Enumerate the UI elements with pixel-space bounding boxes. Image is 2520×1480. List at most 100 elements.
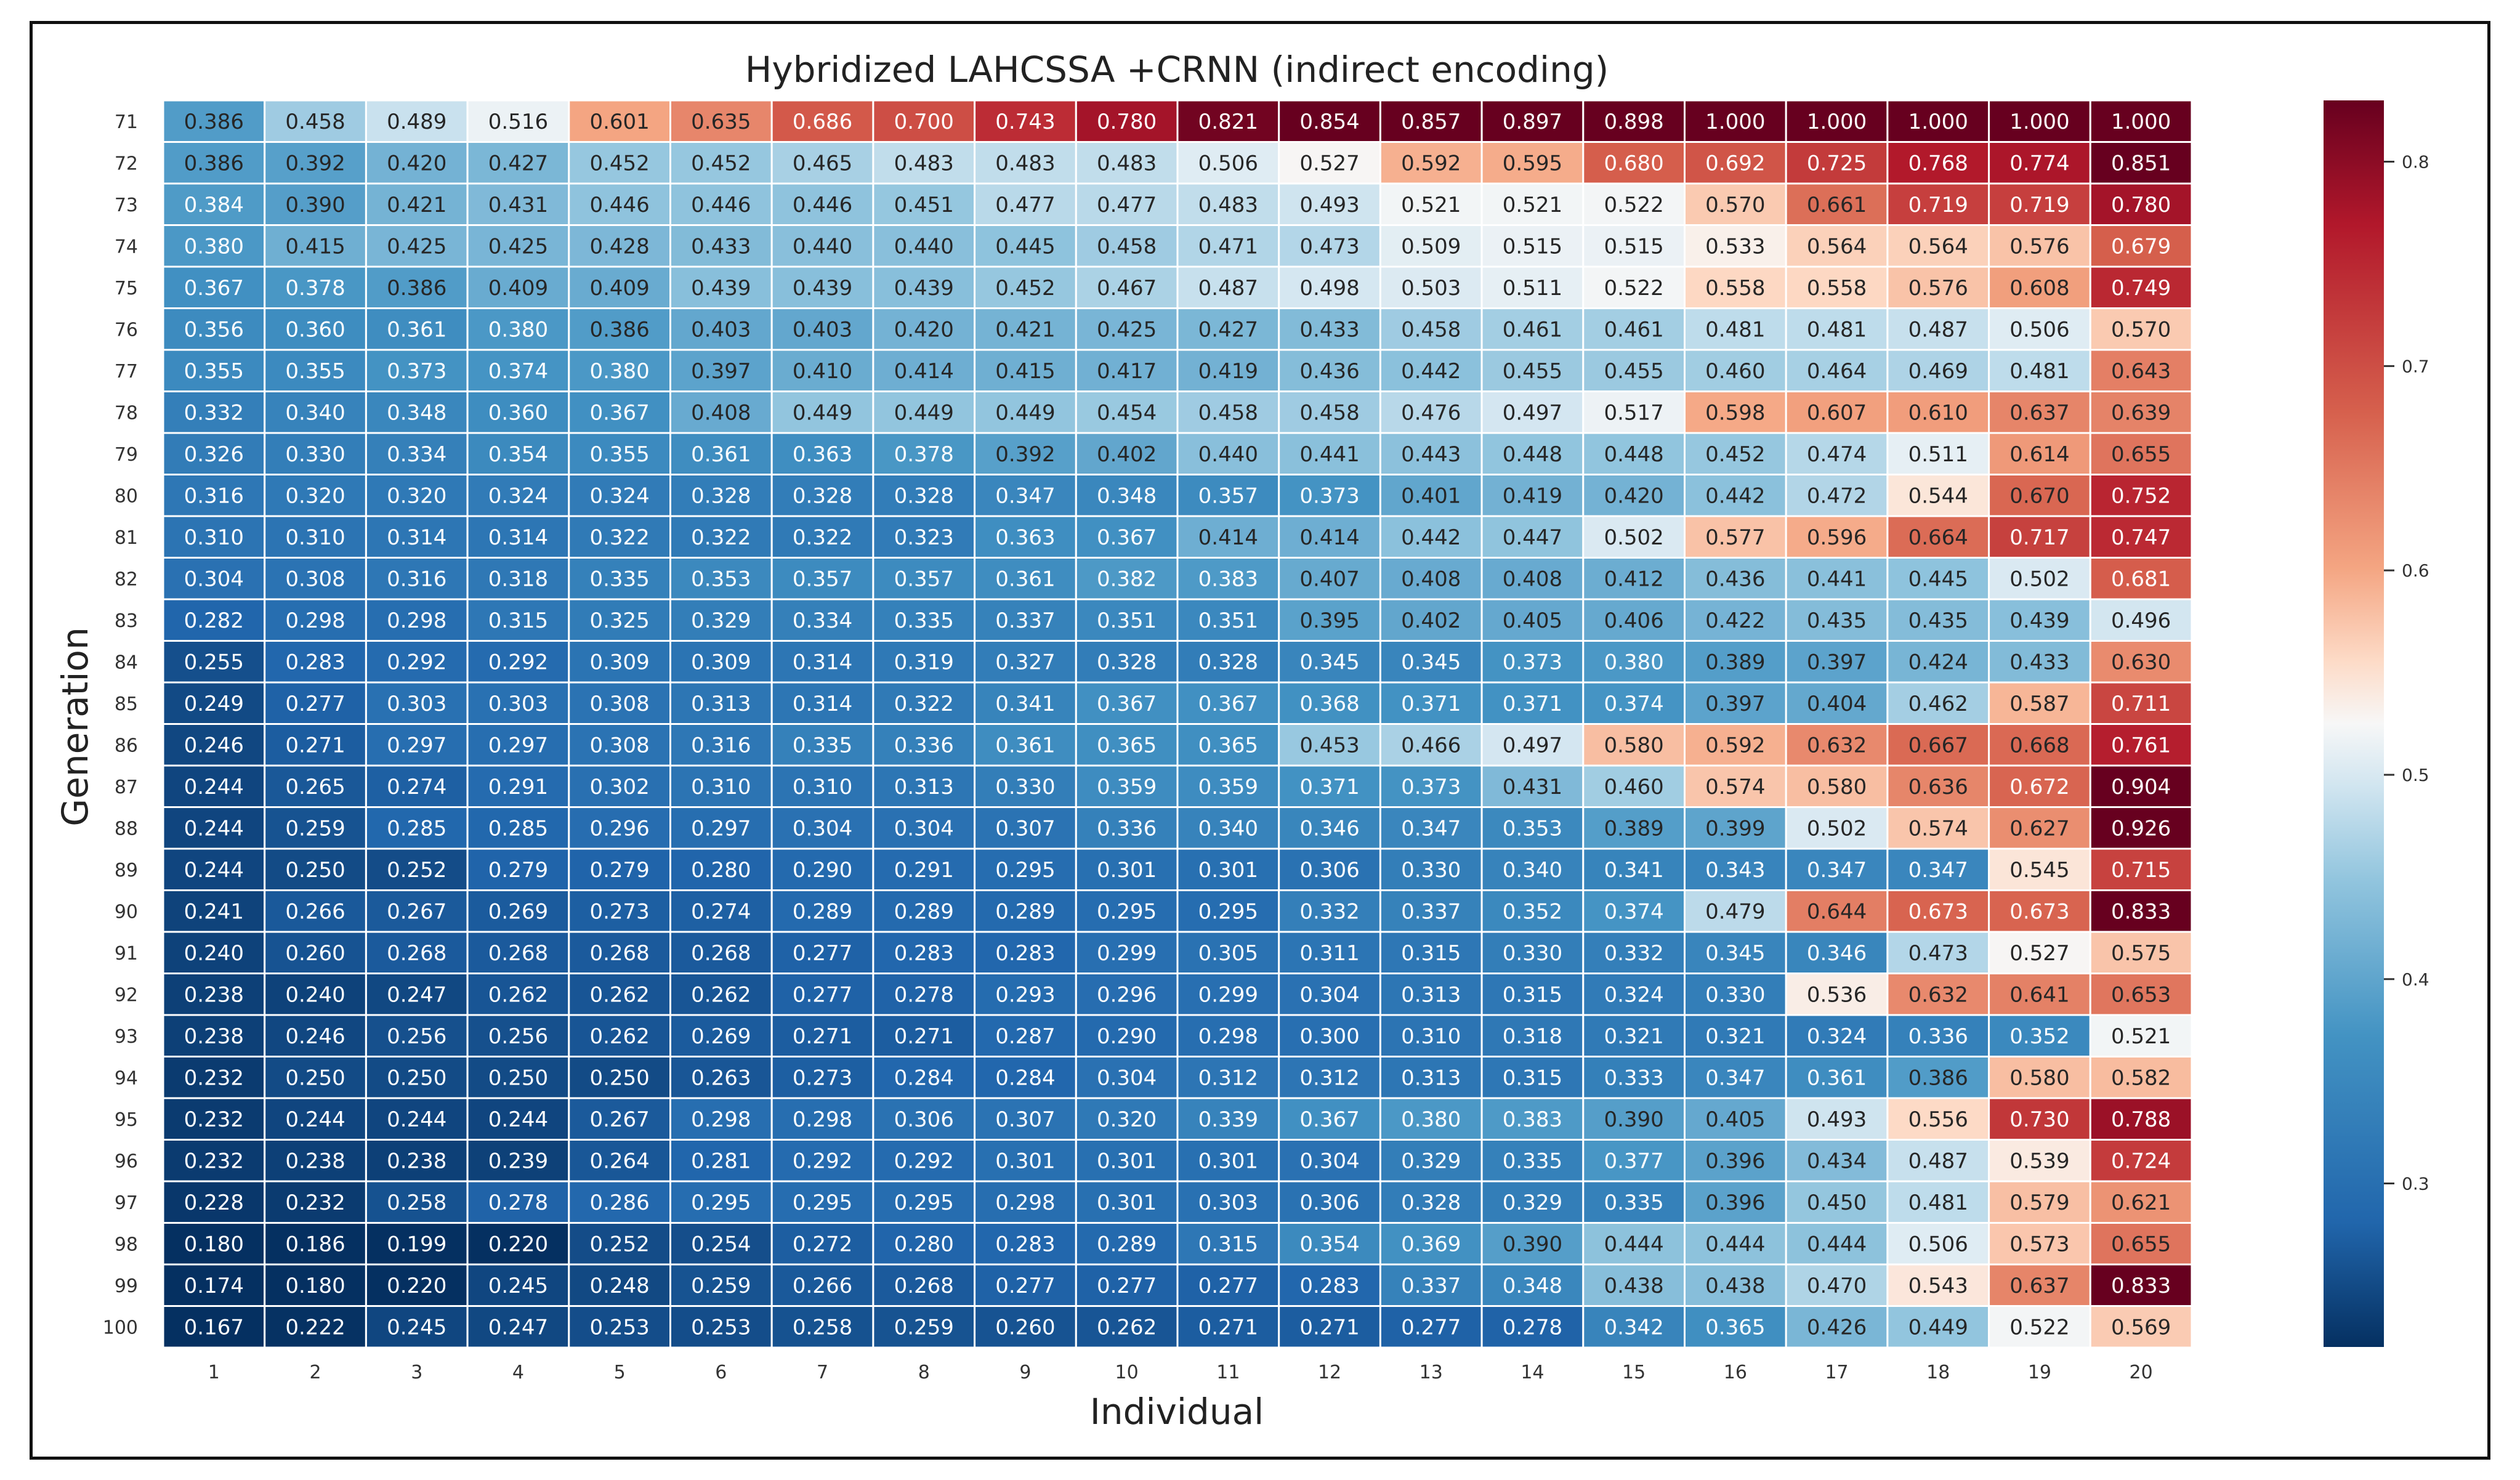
cell-value-label: 0.700	[894, 110, 954, 134]
y-tick-label: 96	[115, 1150, 138, 1172]
heatmap-cell	[669, 515, 773, 559]
heatmap-cell	[1988, 432, 2091, 475]
heatmap-cell	[1785, 307, 1889, 351]
heatmap-cell	[466, 723, 570, 767]
cell-value-label: 0.570	[1705, 193, 1765, 217]
cell-value-label: 0.262	[1097, 1315, 1157, 1340]
heatmap-cell	[1075, 1263, 1179, 1307]
heatmap-cell	[2089, 1097, 2193, 1141]
cell-value-label: 0.220	[488, 1232, 548, 1256]
cell-value-label: 0.574	[1908, 816, 1968, 841]
cell-value-label: 0.356	[184, 317, 244, 342]
cell-value-label: 0.289	[995, 899, 1055, 924]
heatmap-cell	[2089, 640, 2193, 684]
heatmap-cell	[568, 806, 671, 850]
cell-value-label: 0.661	[1807, 193, 1867, 217]
heatmap-cell	[365, 1263, 469, 1307]
cell-value-label: 0.635	[691, 110, 751, 134]
heatmap-cell	[466, 1305, 570, 1349]
heatmap-cell	[568, 889, 671, 933]
cell-value-label: 0.301	[1198, 1149, 1258, 1173]
cell-value-label: 0.493	[1299, 193, 1359, 217]
heatmap-cell	[669, 390, 773, 434]
cell-value-label: 0.361	[995, 567, 1055, 591]
heatmap-cell	[466, 557, 570, 600]
cell-value-label: 0.332	[1604, 941, 1663, 966]
cell-value-label: 0.271	[1299, 1315, 1359, 1340]
heatmap-cell	[669, 1014, 773, 1057]
cell-value-label: 0.292	[387, 650, 446, 674]
heatmap-cell	[770, 764, 874, 808]
cell-value-label: 0.452	[995, 276, 1055, 301]
cell-value-label: 0.244	[387, 1107, 446, 1132]
cell-value-label: 0.348	[1097, 483, 1157, 508]
cell-value-label: 0.481	[1705, 317, 1765, 342]
cell-value-label: 0.335	[589, 567, 649, 591]
x-tick-label: 8	[918, 1362, 930, 1383]
cell-value-label: 0.780	[2111, 193, 2171, 217]
cell-value-label: 0.664	[1908, 525, 1968, 550]
cell-value-label: 0.515	[1604, 234, 1663, 259]
cell-value-label: 0.408	[1503, 567, 1562, 591]
cell-value-label: 0.743	[995, 110, 1055, 134]
cell-value-label: 0.673	[2009, 899, 2069, 924]
cell-value-label: 0.249	[184, 692, 244, 716]
y-tick-label: 89	[115, 860, 138, 881]
cell-value-label: 0.361	[995, 733, 1055, 758]
cell-value-label: 1.000	[1705, 110, 1765, 134]
heatmap-cell	[1684, 1263, 1787, 1307]
cell-value-label: 0.439	[894, 276, 954, 301]
cell-value-label: 0.315	[1401, 941, 1461, 966]
heatmap-cell	[770, 931, 874, 974]
cell-value-label: 0.252	[589, 1232, 649, 1256]
cell-value-label: 0.374	[1604, 899, 1663, 924]
heatmap-cell	[1176, 515, 1280, 559]
heatmap-cell	[1176, 1139, 1280, 1183]
y-tick-label: 94	[115, 1067, 138, 1089]
cell-value-label: 0.711	[2111, 692, 2171, 716]
cell-value-label: 0.679	[2111, 234, 2171, 259]
cell-value-label: 0.592	[1705, 733, 1765, 758]
cell-value-label: 0.238	[184, 1024, 244, 1049]
heatmap-cell	[1988, 1222, 2091, 1266]
cell-value-label: 0.360	[285, 317, 345, 342]
heatmap-cell	[1379, 390, 1483, 434]
cell-value-label: 0.371	[1299, 775, 1359, 799]
cell-value-label: 0.268	[691, 941, 751, 966]
cell-value-label: 0.788	[2111, 1107, 2171, 1132]
cell-value-label: 0.399	[1705, 816, 1765, 841]
cell-value-label: 0.314	[793, 650, 852, 674]
cell-value-label: 0.774	[2009, 151, 2069, 176]
cell-value-label: 0.283	[995, 1232, 1055, 1256]
cell-value-label: 0.253	[589, 1315, 649, 1340]
cell-value-label: 0.435	[1807, 609, 1867, 633]
cell-value-label: 0.577	[1705, 525, 1765, 550]
heatmap-cell	[770, 557, 874, 600]
heatmap-cell	[1582, 847, 1686, 891]
cell-value-label: 0.253	[691, 1315, 751, 1340]
cell-value-label: 0.373	[1401, 775, 1461, 799]
cell-value-label: 0.342	[1604, 1315, 1663, 1340]
heatmap-cell	[1278, 806, 1381, 850]
colorbar-tick-label: 0.5	[2402, 765, 2429, 785]
chart-title: Hybridized LAHCSSA +CRNN (indirect encod…	[745, 49, 1609, 91]
cell-value-label: 0.262	[691, 982, 751, 1007]
cell-value-label: 0.292	[793, 1149, 852, 1173]
cell-value-label: 0.477	[995, 193, 1055, 217]
cell-value-label: 0.295	[1097, 899, 1157, 924]
cell-value-label: 0.365	[1705, 1315, 1765, 1340]
y-tick-label: 83	[115, 610, 138, 632]
heatmap-cell	[1176, 973, 1280, 1016]
heatmap-cell	[974, 349, 1077, 392]
heatmap-cell	[1988, 557, 2091, 600]
cell-value-label: 0.262	[589, 982, 649, 1007]
heatmap-cell	[2089, 224, 2193, 268]
cell-value-label: 0.367	[1198, 692, 1258, 716]
cell-value-label: 0.271	[1198, 1315, 1258, 1340]
heatmap-cell	[1684, 1305, 1787, 1349]
cell-value-label: 0.458	[285, 110, 345, 134]
x-tick-label: 19	[2028, 1362, 2051, 1383]
cell-value-label: 0.259	[894, 1315, 954, 1340]
heatmap-cell	[1988, 931, 2091, 974]
cell-value-label: 0.336	[1908, 1024, 1968, 1049]
